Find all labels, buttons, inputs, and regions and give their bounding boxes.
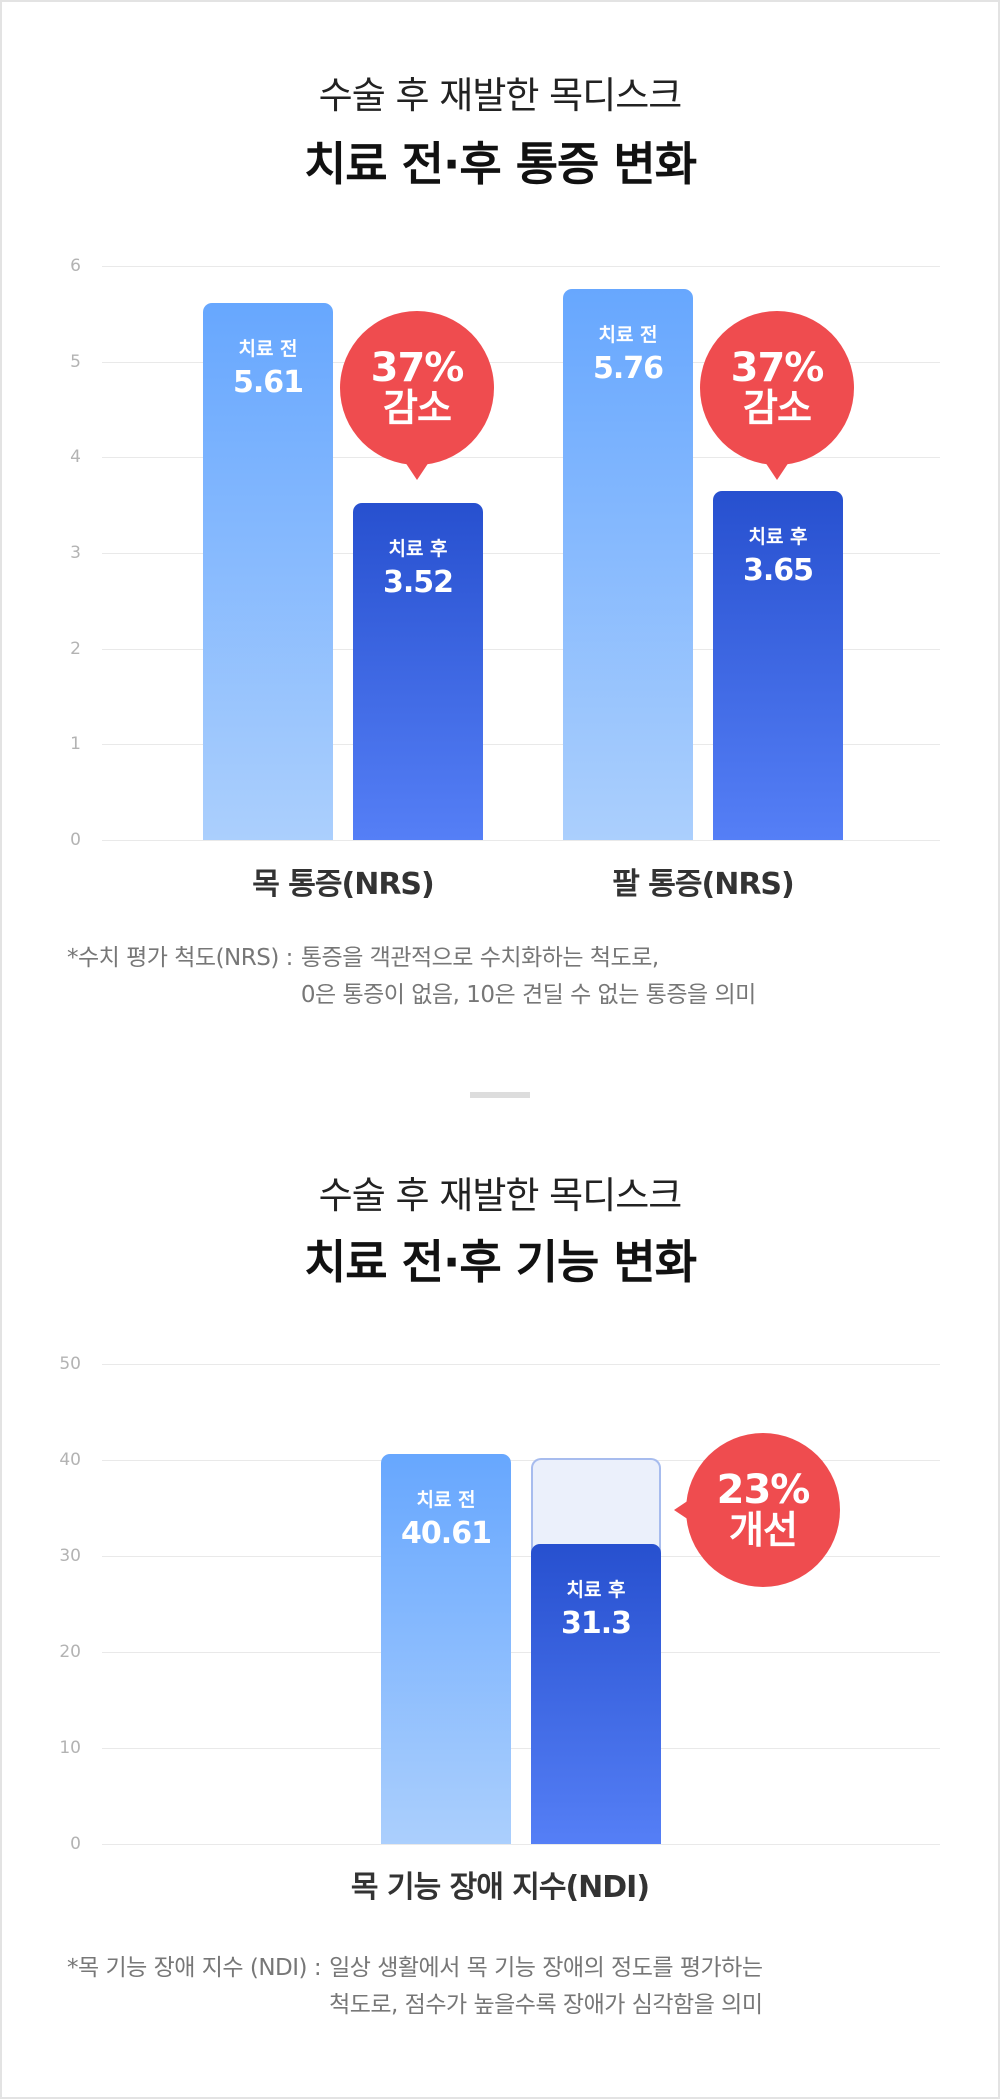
bar-series-label: 치료 전: [416, 1489, 476, 1512]
bar-ndi-before: 치료 전 40.61: [381, 1454, 511, 1844]
bar-value-label: 5.61: [232, 365, 304, 401]
callout-pointer-icon: [405, 462, 429, 480]
x-axis-category-arm-pain: 팔 통증(NRS): [612, 867, 794, 902]
y-axis-tick: 0: [70, 1834, 81, 1854]
bar-value-label: 5.76: [592, 350, 664, 386]
bar-neck-pain-after: 치료 후 3.52: [353, 503, 483, 840]
bar-value-label: 40.61: [401, 1516, 492, 1552]
bar-arm-pain-after: 치료 후 3.65: [713, 490, 843, 840]
bar-arm-pain-before: 치료 전 5.76: [563, 288, 693, 840]
reduction-callout-bubble: 37% 감소: [340, 311, 494, 480]
section2-title: 치료 전·후 기능 변화: [303, 1235, 697, 1289]
section1-subtitle: 수술 후 재발한 목디스크: [318, 74, 683, 117]
y-axis-tick: 1: [70, 734, 81, 755]
bar-series-label: 치료 후: [388, 538, 448, 561]
callout-percent: 37%: [730, 345, 825, 391]
gridline: [102, 648, 940, 650]
gridline-baseline: [102, 1844, 940, 1845]
y-axis-tick: 3: [70, 543, 81, 563]
callout-pointer-icon: [674, 1498, 692, 1522]
footnote-line: 척도로, 점수가 높을수록 장애가 심각함을 의미: [329, 1992, 763, 2018]
bar-series-label: 치료 전: [238, 338, 298, 361]
gridline: [102, 1556, 940, 1557]
y-axis-tick: 10: [59, 1738, 81, 1758]
section-divider: [470, 1092, 530, 1098]
footnote-line: 일상 생활에서 목 기능 장애의 정도를 평가하는: [329, 1955, 763, 1981]
gridline: [102, 361, 940, 363]
gridline: [102, 1460, 940, 1461]
function-bar-chart: 50 40 30 20 10 0 치료 전 40.61 치료 후 31.3 23…: [0, 1354, 1000, 1854]
gridline-baseline: [102, 840, 940, 841]
y-axis-tick: 0: [70, 830, 81, 850]
callout-text: 감소: [743, 386, 812, 430]
callout-text: 감소: [383, 386, 452, 430]
footnote-description: 일상 생활에서 목 기능 장애의 정도를 평가하는 척도로, 점수가 높을수록 …: [329, 1950, 763, 2024]
bar-series-label: 치료 후: [566, 1578, 626, 1601]
footnote-term: *수치 평가 척도(NRS) :: [67, 945, 293, 971]
bar-value-label: 3.65: [742, 552, 814, 588]
reduction-callout-bubble: 37% 감소: [700, 311, 854, 480]
bar-value-label: 3.52: [382, 565, 454, 601]
x-axis-category-neck-pain: 목 통증(NRS): [252, 867, 434, 902]
bar-series-label: 치료 전: [598, 323, 658, 346]
footnote-term: *목 기능 장애 지수 (NDI) :: [67, 1955, 322, 1981]
bar-neck-pain-before: 치료 전 5.61: [203, 303, 333, 840]
footnote-line: 0은 통증이 없음, 10은 견딜 수 없는 통증을 의미: [300, 982, 756, 1008]
y-axis-tick: 5: [70, 351, 81, 372]
section1-title: 치료 전·후 통증 변화: [303, 137, 697, 191]
callout-percent: 23%: [716, 1467, 811, 1513]
gridline: [102, 266, 940, 267]
gridline: [102, 1748, 940, 1749]
bar-ndi-after: 치료 후 31.3: [531, 1543, 661, 1844]
y-axis-tick: 2: [70, 638, 81, 659]
bar-value-label: 31.3: [560, 1605, 632, 1641]
callout-pointer-icon: [765, 462, 789, 480]
bar-series-label: 치료 후: [748, 525, 808, 548]
y-axis-tick: 30: [59, 1546, 81, 1566]
callout-text: 개선: [729, 1508, 798, 1552]
gridline: [102, 457, 940, 459]
y-axis-tick: 40: [59, 1450, 81, 1470]
y-axis-tick: 50: [59, 1354, 81, 1374]
improvement-callout-bubble: 23% 개선: [674, 1433, 840, 1587]
footnote-line: 통증을 객관적으로 수치화하는 척도로,: [300, 945, 659, 971]
ndi-footnote: *목 기능 장애 지수 (NDI) : 일상 생활에서 목 기능 장애의 정도를…: [67, 1950, 763, 2024]
gridline: [102, 1364, 940, 1365]
gridline: [102, 553, 940, 554]
nrs-footnote: *수치 평가 척도(NRS) : 통증을 객관적으로 수치화하는 척도로, 0은…: [67, 940, 756, 1014]
callout-percent: 37%: [370, 345, 465, 391]
y-axis-tick: 6: [70, 256, 81, 276]
x-axis-category-ndi: 목 기능 장애 지수(NDI): [350, 1870, 650, 1905]
footnote-description: 통증을 객관적으로 수치화하는 척도로, 0은 통증이 없음, 10은 견딜 수…: [301, 940, 756, 1014]
pain-bar-chart: 6 5 4 3 2 1 0 치료 전 5.61 치료 후 3.52 37% 감소…: [0, 256, 1000, 850]
y-axis-tick: 20: [59, 1642, 81, 1662]
gridline: [102, 744, 940, 746]
y-axis-tick: 4: [70, 447, 81, 468]
gridline: [102, 1652, 940, 1653]
section2-subtitle: 수술 후 재발한 목디스크: [318, 1174, 683, 1217]
